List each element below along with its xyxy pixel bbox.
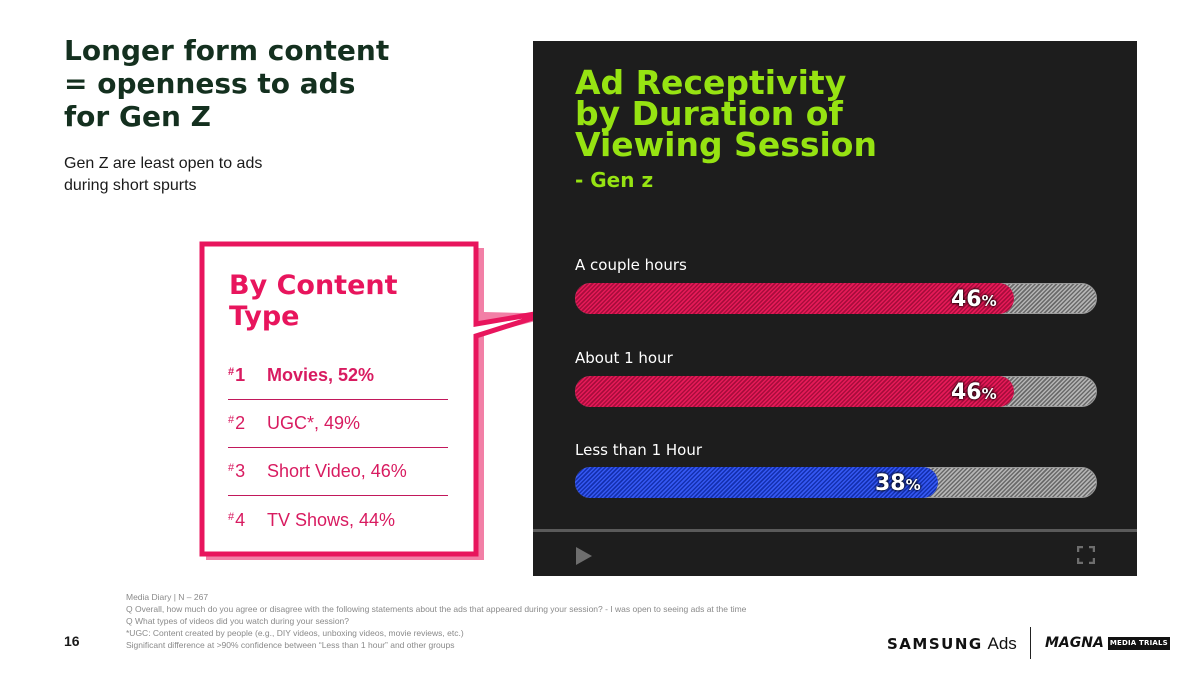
bar-value-label: 46% xyxy=(951,380,997,405)
video-progress-track[interactable] xyxy=(533,529,1137,532)
bar-track: 38% xyxy=(575,467,1097,498)
media-trials-badge: MEDIA TRIALS xyxy=(1107,636,1170,650)
logo-divider xyxy=(1030,627,1031,659)
slide-title: Longer form content = openness to ads fo… xyxy=(64,34,390,133)
bar xyxy=(575,376,1014,407)
fullscreen-icon[interactable] xyxy=(1077,546,1095,564)
rank-item: #2 UGC*, 49% xyxy=(228,400,448,448)
rank-number: #3 xyxy=(228,461,246,481)
play-icon[interactable] xyxy=(575,546,593,566)
rank-item: #3 Short Video, 46% xyxy=(228,448,448,496)
rank-label: TV Shows, 44% xyxy=(267,509,396,530)
bar xyxy=(575,283,1014,314)
rank-number: #1 xyxy=(228,365,246,385)
bar-track: 46% xyxy=(575,376,1097,407)
rank-label: Short Video, 46% xyxy=(267,461,407,481)
footnote-line: *UGC: Content created by people (e.g., D… xyxy=(126,628,464,638)
footnote-line: Q What types of videos did you watch dur… xyxy=(126,616,350,626)
footnote-line: Q Overall, how much do you agree or disa… xyxy=(126,604,747,614)
magna-logo: MAGNA MEDIA TRIALS xyxy=(1045,635,1170,651)
chart-title: Ad Receptivity by Duration of Viewing Se… xyxy=(575,63,877,164)
callout-title: By Content Type xyxy=(229,270,398,332)
bar-value-label: 38% xyxy=(875,471,921,496)
content-type-callout: By Content Type #1 Movies, 52% #2 UGC*, … xyxy=(204,246,472,550)
chart-subtitle: - Gen z xyxy=(575,168,654,192)
bar-category-label: About 1 hour xyxy=(575,349,673,367)
bar-value-label: 46% xyxy=(951,287,997,312)
footnotes: Media Diary | N – 267 Q Overall, how muc… xyxy=(126,591,886,651)
rank-label: UGC*, 49% xyxy=(267,413,361,433)
bar-category-label: Less than 1 Hour xyxy=(575,441,703,459)
chart-panel: Ad Receptivity by Duration of Viewing Se… xyxy=(533,41,1137,576)
rank-number: #2 xyxy=(228,413,246,433)
bar-category-label: A couple hours xyxy=(575,256,687,274)
rank-item: #1 Movies, 52% xyxy=(228,352,448,400)
rank-number: #4 xyxy=(228,509,246,530)
content-type-ranking: #1 Movies, 52% #2 UGC*, 49% #3 Short Vid… xyxy=(228,352,448,544)
bar-track: 46% xyxy=(575,283,1097,314)
rank-label: Movies, 52% xyxy=(267,365,375,385)
footnote-line: Significant difference at >90% confidenc… xyxy=(126,640,455,650)
samsung-wordmark: SAMSUNG xyxy=(887,635,983,653)
ads-wordmark: Ads xyxy=(987,634,1017,653)
footnote-line: Media Diary | N – 267 xyxy=(126,592,209,602)
bar xyxy=(575,467,938,498)
rank-item: #4 TV Shows, 44% xyxy=(228,496,448,544)
page-number: 16 xyxy=(64,633,80,649)
samsung-ads-logo: SAMSUNG Ads xyxy=(887,634,1017,654)
magna-wordmark: MAGNA xyxy=(1045,635,1104,651)
slide-subtitle: Gen Z are least open to ads during short… xyxy=(64,155,263,194)
